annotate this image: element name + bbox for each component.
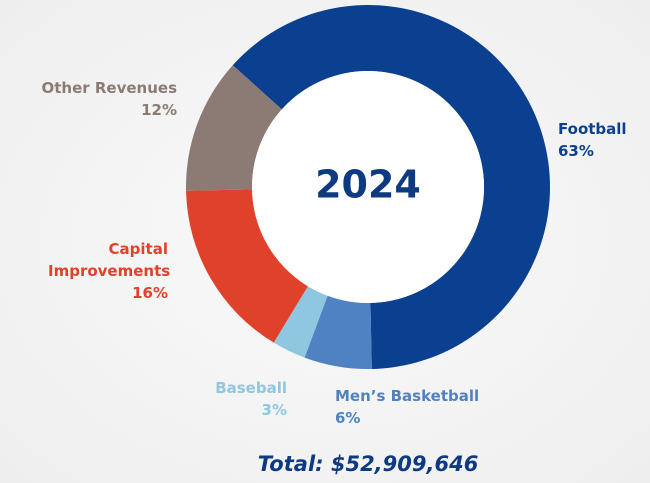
donut-slice <box>232 5 550 369</box>
value-label: 12% <box>141 101 177 119</box>
donut-slice <box>186 189 308 343</box>
total-label: Total: $52,909,646 <box>257 452 479 476</box>
slice-label: Baseball 3% <box>187 377 287 421</box>
donut-slice <box>304 295 372 369</box>
category-label: Men’s Basketball <box>335 387 480 405</box>
slice-label: Men’s Basketball 6% <box>335 385 535 429</box>
value-label: 16% <box>132 284 168 302</box>
slice-label: Football 63% <box>558 118 648 162</box>
center-label: 2024 <box>315 163 421 207</box>
slice-label: Other Revenues 12% <box>0 77 177 121</box>
category-label: Football <box>558 120 627 138</box>
category-label: Baseball <box>215 379 287 397</box>
donut-slice <box>273 286 328 358</box>
value-label: 63% <box>558 142 594 160</box>
donut-hole <box>252 71 484 303</box>
category-label: Capital Improvements <box>48 240 171 280</box>
donut <box>186 5 550 369</box>
donut-slice <box>186 65 282 191</box>
category-label: Other Revenues <box>41 79 177 97</box>
value-label: 6% <box>335 409 361 427</box>
value-label: 3% <box>261 401 287 419</box>
slice-label: Capital Improvements 16% <box>48 238 171 304</box>
